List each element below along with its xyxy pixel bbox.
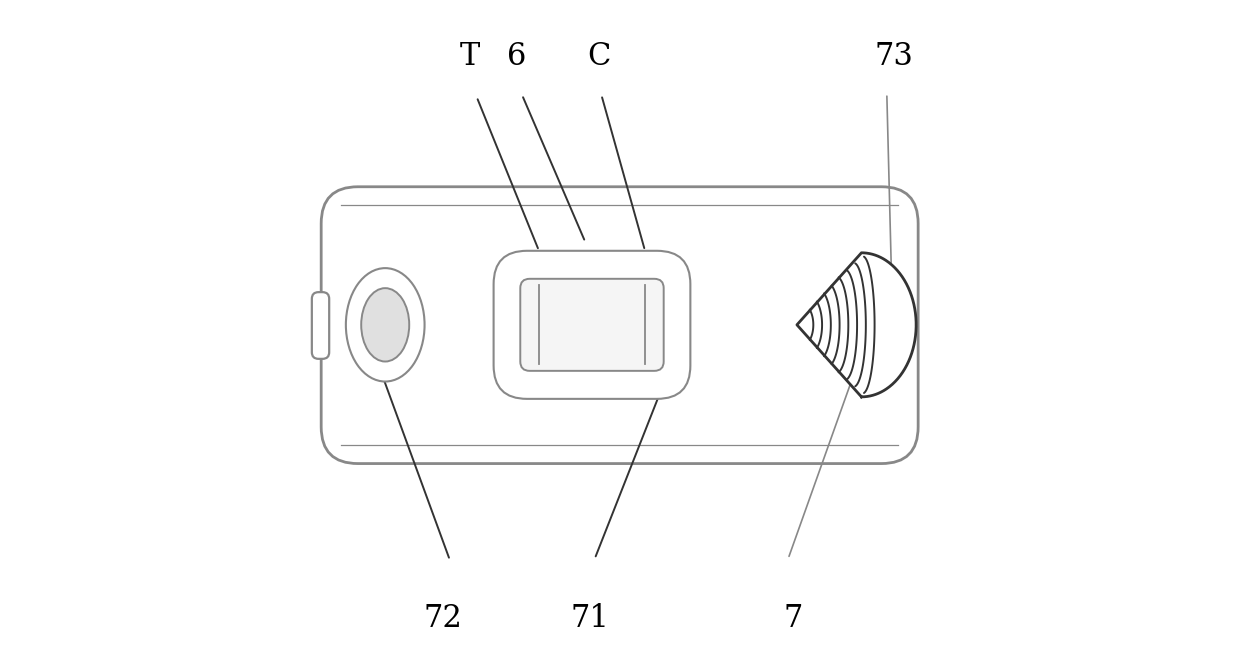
FancyBboxPatch shape: [321, 187, 918, 464]
Text: C: C: [587, 41, 610, 72]
Ellipse shape: [361, 288, 409, 362]
FancyBboxPatch shape: [521, 279, 663, 371]
FancyBboxPatch shape: [311, 292, 329, 359]
Text: 7: 7: [784, 604, 804, 634]
Text: 71: 71: [570, 604, 609, 634]
Text: 72: 72: [424, 604, 463, 634]
Text: T: T: [460, 41, 480, 72]
Polygon shape: [797, 253, 916, 397]
Text: 6: 6: [507, 41, 526, 72]
FancyBboxPatch shape: [494, 251, 691, 399]
Ellipse shape: [346, 268, 424, 382]
Text: 73: 73: [874, 41, 913, 72]
